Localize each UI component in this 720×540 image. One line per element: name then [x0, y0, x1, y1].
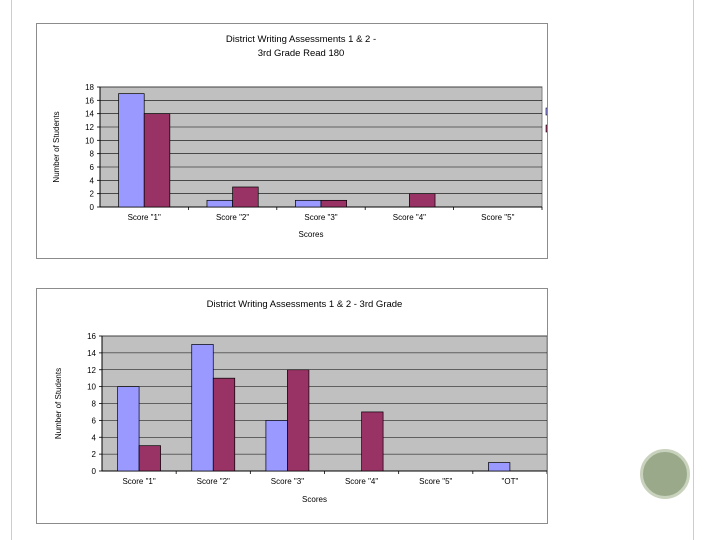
- slide-rule-right: [693, 0, 694, 540]
- x-axis-label: Scores: [299, 230, 324, 239]
- x-tick-label: Score "4": [393, 213, 426, 222]
- legend-swatch: [545, 107, 547, 116]
- x-tick-label: Score "5": [481, 213, 514, 222]
- plot-area: [99, 86, 543, 208]
- x-tick-label: Score "1": [122, 477, 155, 486]
- x-tick-label: "OT": [502, 477, 519, 486]
- y-tick-label: 0: [90, 203, 95, 212]
- bar-dwa1: [265, 420, 288, 472]
- x-tick-label: Score "1": [128, 213, 161, 222]
- y-tick-label: 4: [92, 433, 97, 442]
- y-tick-label: 8: [92, 400, 97, 409]
- bar-dwa1: [191, 344, 214, 472]
- chart-panel-3rd-grade: District Writing Assessments 1 & 2 - 3rd…: [36, 288, 548, 524]
- y-tick-label: 16: [87, 332, 96, 341]
- chart-panel-read180: District Writing Assessments 1 & 2 - 3rd …: [36, 23, 548, 259]
- y-tick-label: 10: [87, 383, 96, 392]
- x-tick-label: Score "3": [304, 213, 337, 222]
- y-tick-label: 14: [87, 349, 96, 358]
- bar-dwa1: [295, 199, 322, 208]
- bar-dwa2: [409, 193, 436, 208]
- slide-rule-left: [11, 0, 12, 540]
- chart-title-line: District Writing Assessments 1 & 2 - 3rd…: [207, 299, 403, 310]
- y-tick-label: 0: [92, 467, 97, 476]
- bar-dwa1: [117, 386, 140, 472]
- x-tick-label: Score "2": [197, 477, 230, 486]
- bar-dwa1: [206, 199, 233, 208]
- bar-dwa2: [320, 199, 347, 208]
- y-tick-label: 2: [92, 450, 97, 459]
- y-tick-label: 2: [90, 190, 95, 199]
- chart-svg-read180: District Writing Assessments 1 & 2 - 3rd …: [52, 34, 547, 239]
- bar-dwa2: [138, 445, 161, 472]
- x-tick-label: Score "3": [271, 477, 304, 486]
- x-tick-label: Score "4": [345, 477, 378, 486]
- slide-decoration-circle: [640, 449, 690, 499]
- y-tick-label: 18: [85, 83, 94, 92]
- y-tick-label: 10: [85, 136, 94, 145]
- bar-dwa2: [212, 377, 236, 472]
- y-axis-label: Number of Students: [52, 111, 61, 182]
- y-tick-label: 12: [87, 366, 96, 375]
- chart-svg-3rd-grade: District Writing Assessments 1 & 2 - 3rd…: [54, 299, 547, 504]
- x-tick-label: Score "5": [419, 477, 452, 486]
- y-tick-label: 6: [92, 416, 97, 425]
- y-tick-label: 12: [85, 123, 94, 132]
- legend-swatch: [545, 124, 547, 133]
- y-tick-label: 14: [85, 110, 94, 119]
- bar-dwa2: [143, 113, 171, 208]
- y-tick-label: 16: [85, 96, 94, 105]
- bar-dwa2: [287, 369, 310, 472]
- y-tick-label: 4: [90, 176, 95, 185]
- y-tick-label: 6: [90, 163, 95, 172]
- y-axis-label: Number of Students: [54, 368, 63, 439]
- x-axis-label: Scores: [302, 495, 327, 504]
- bar-dwa1: [118, 93, 145, 208]
- bar-dwa2: [361, 411, 384, 472]
- bar-dwa2: [232, 186, 259, 208]
- chart-title-line: District Writing Assessments 1 & 2 -: [226, 34, 376, 45]
- x-tick-label: Score "2": [216, 213, 249, 222]
- chart-title-line: 3rd Grade Read 180: [258, 48, 345, 59]
- bar-dwa1: [488, 462, 511, 472]
- y-tick-label: 8: [90, 150, 95, 159]
